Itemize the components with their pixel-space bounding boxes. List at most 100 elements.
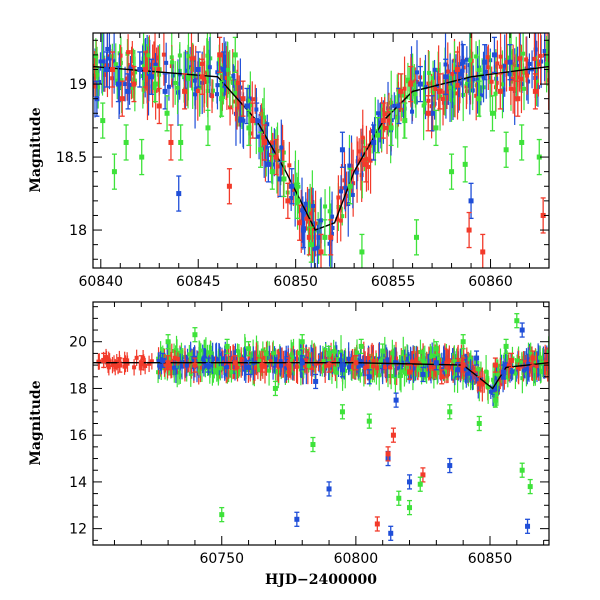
background-point [474, 41, 479, 72]
background-point [447, 345, 452, 377]
background-point [464, 46, 469, 74]
background-point [329, 199, 334, 268]
background-point [290, 342, 295, 373]
background-point [351, 355, 356, 379]
background-point [312, 344, 317, 379]
background-point [263, 127, 268, 168]
data-point [165, 334, 171, 350]
data-point [123, 124, 129, 161]
background-point [265, 114, 270, 134]
background-point [534, 352, 539, 380]
background-point [505, 367, 510, 388]
background-point [485, 46, 490, 69]
background-point [432, 59, 437, 80]
background-point [125, 355, 130, 372]
background-point [538, 345, 543, 370]
data-point [460, 44, 466, 81]
bottom-background-points [96, 333, 549, 408]
background-point [426, 354, 431, 377]
background-point [112, 33, 117, 94]
data-point [152, 65, 158, 103]
background-point [161, 33, 166, 86]
background-point [536, 33, 541, 97]
background-point [210, 79, 215, 114]
background-point [403, 74, 408, 119]
background-point [205, 33, 210, 85]
data-point [294, 511, 300, 527]
x-tick-label: 60860 [468, 274, 513, 290]
background-point [452, 345, 457, 377]
x-tick-label: 60840 [79, 274, 124, 290]
background-point [191, 44, 196, 73]
data-point [393, 392, 399, 408]
data-point [407, 364, 413, 380]
data-point [148, 58, 154, 95]
data-point [226, 168, 232, 205]
data-point [156, 87, 162, 125]
background-point [360, 148, 365, 172]
background-point [278, 347, 283, 375]
background-point [401, 100, 406, 122]
data-point [480, 233, 486, 268]
data-point [109, 51, 115, 88]
background-point [519, 44, 524, 114]
background-point [532, 33, 537, 94]
data-point [104, 51, 110, 88]
data-point [460, 357, 466, 373]
background-point [238, 109, 243, 128]
background-point [93, 73, 98, 100]
data-point [111, 153, 117, 190]
data-point [396, 490, 402, 506]
background-point [366, 143, 371, 191]
data-point [353, 355, 359, 371]
data-point [439, 369, 445, 385]
data-point [137, 51, 143, 88]
background-point [477, 66, 482, 118]
background-point [428, 358, 433, 376]
background-point [471, 65, 476, 94]
background-point [306, 359, 311, 373]
data-point [466, 211, 472, 249]
background-point [413, 80, 418, 108]
background-point [323, 349, 328, 383]
data-point [117, 357, 123, 373]
background-point [227, 50, 232, 107]
background-point [378, 353, 383, 368]
data-point [219, 506, 225, 523]
background-point [187, 344, 192, 364]
background-point [123, 66, 128, 102]
background-point [243, 350, 248, 383]
background-point [101, 33, 106, 92]
bottom-data-points [101, 313, 536, 541]
background-point [379, 103, 384, 152]
data-point [443, 58, 449, 95]
background-point [395, 87, 400, 148]
background-point [291, 174, 296, 206]
background-point [521, 353, 526, 382]
background-point [485, 370, 490, 386]
data-point [417, 65, 423, 103]
background-point [107, 33, 112, 90]
background-point [254, 342, 259, 376]
data-point [339, 404, 345, 420]
background-point [118, 44, 123, 67]
data-point [380, 102, 386, 139]
background-point [422, 93, 427, 114]
data-point [460, 334, 466, 350]
background-point [132, 359, 137, 376]
data-point [285, 182, 291, 220]
data-point [269, 153, 275, 190]
data-point [246, 109, 252, 147]
data-point [398, 73, 404, 110]
data-point [347, 168, 353, 205]
data-point [322, 219, 328, 256]
y-tick-label: 18 [69, 381, 87, 397]
data-point [326, 345, 332, 362]
background-point [271, 340, 276, 366]
data-point [259, 357, 265, 373]
data-point [199, 58, 205, 95]
background-point [156, 46, 161, 92]
background-point [388, 350, 393, 385]
data-point [313, 373, 319, 390]
